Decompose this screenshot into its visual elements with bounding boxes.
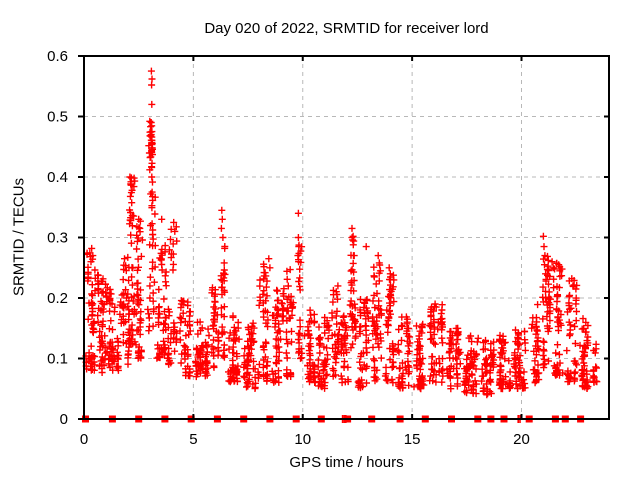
axes-border: [83, 55, 610, 420]
chart-title: Day 020 of 2022, SRMTID for receiver lor…: [204, 20, 489, 37]
axis-ticks: [78, 55, 609, 420]
x-tick-label: 0: [80, 431, 88, 448]
y-tick-label: 0.5: [47, 109, 68, 126]
y-tick-label: 0: [60, 411, 68, 428]
y-tick-label: 0.3: [47, 230, 68, 247]
y-tick-label: 0.2: [47, 290, 68, 307]
y-tick-label: 0.1: [47, 351, 68, 368]
x-tick-label: 20: [513, 431, 530, 448]
y-tick-label: 0.4: [47, 169, 68, 186]
x-tick-label: 10: [294, 431, 311, 448]
data-points: [82, 67, 601, 399]
x-axis-label: GPS time / hours: [289, 454, 404, 471]
grid-lines: [84, 56, 609, 419]
y-tick-label: 0.6: [47, 48, 68, 65]
x-tick-label: 5: [189, 431, 197, 448]
tick-labels: 0 0.1 0.2 0.3 0.4 0.5 0.6 0 5 10 15 20: [47, 48, 530, 448]
x-tick-label: 15: [404, 431, 421, 448]
